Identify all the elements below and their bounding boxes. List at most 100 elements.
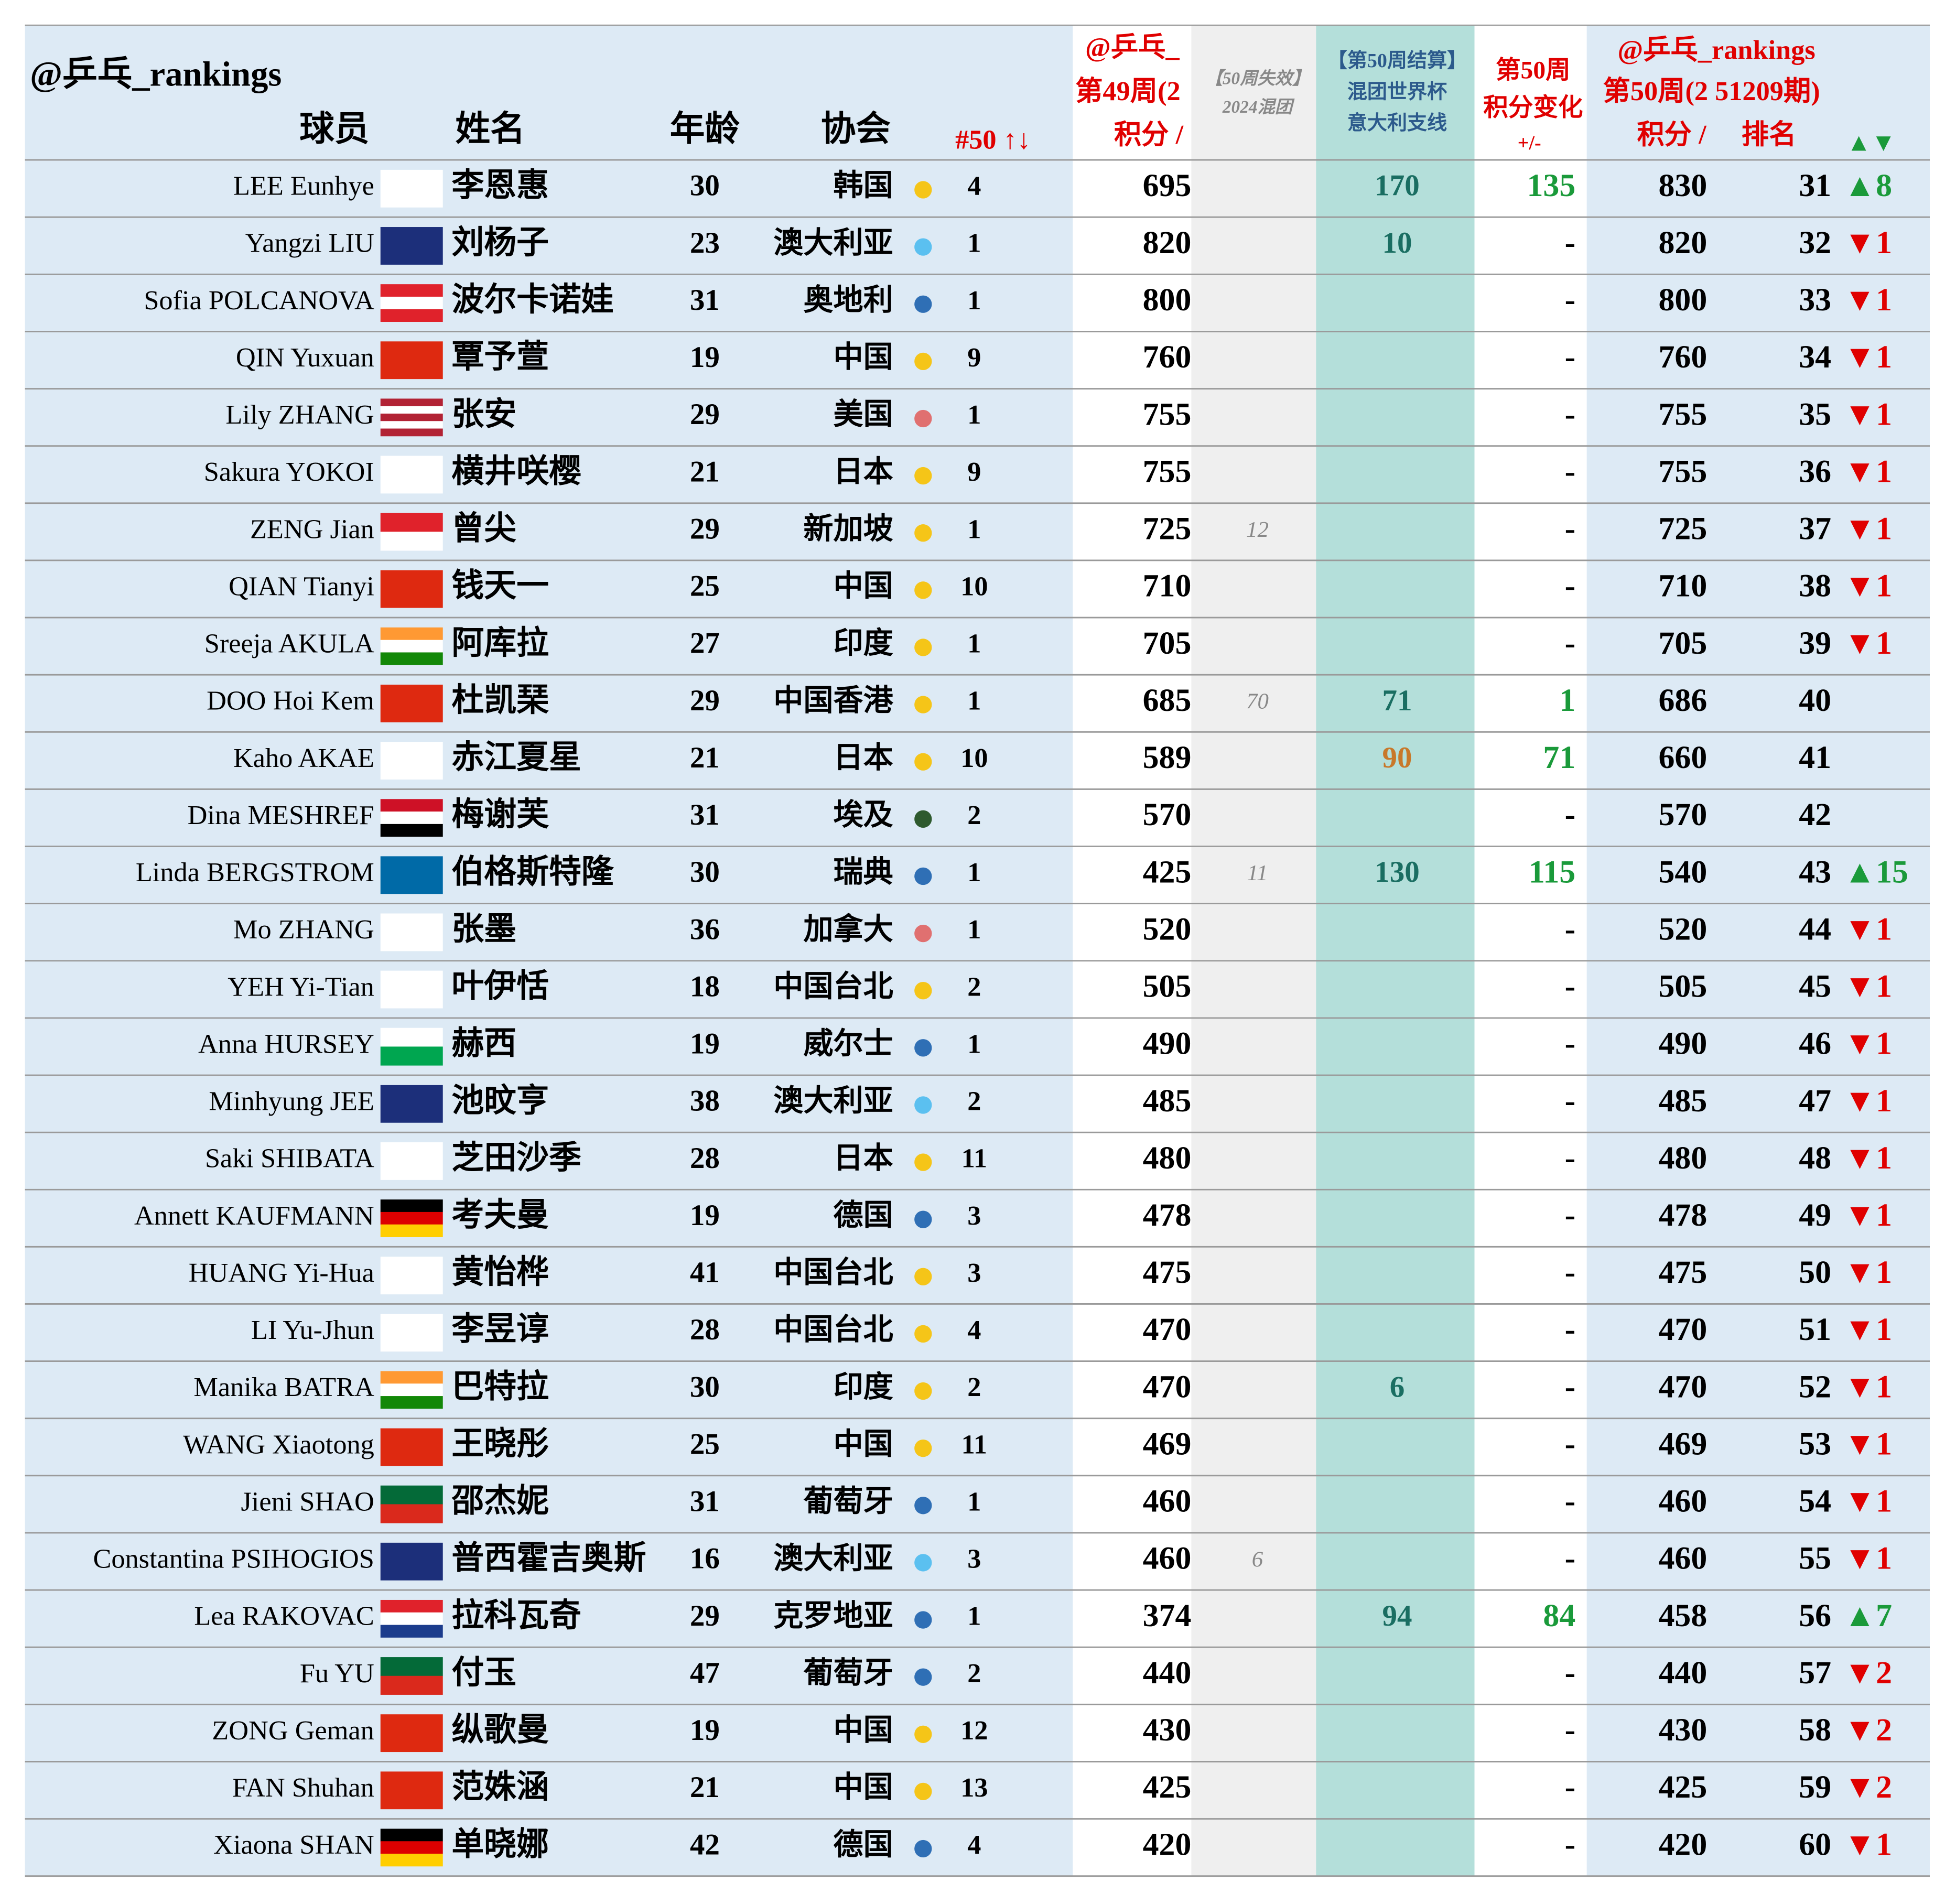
cell-mixed: 71	[1382, 684, 1412, 717]
cell-change: -	[1565, 1426, 1576, 1462]
assoc-dot	[914, 1611, 932, 1629]
flag	[380, 1485, 443, 1505]
flag	[380, 421, 443, 429]
cell-count: 1	[967, 285, 981, 316]
cell-w50: 478	[1658, 1197, 1707, 1233]
cell-move: ▼1	[1844, 1541, 1892, 1576]
cell-age: 36	[690, 913, 720, 946]
cell-rank: 59	[1799, 1769, 1831, 1805]
cell-move: ▼1	[1844, 1426, 1892, 1462]
cell-w50: 505	[1658, 969, 1707, 1004]
assoc-dot	[914, 982, 932, 1000]
cell-mixed: 130	[1375, 856, 1420, 889]
cell-count: 4	[967, 1830, 981, 1860]
assoc-dot	[914, 639, 932, 656]
cell-w49: 425	[1143, 1769, 1192, 1805]
assoc-dot	[914, 1497, 932, 1514]
assoc-dot	[914, 467, 932, 485]
cell-rank: 45	[1799, 969, 1831, 1004]
cell-en: Minhyung JEE	[209, 1086, 374, 1117]
cell-en: Sreeja AKULA	[204, 629, 374, 659]
cell-cn: 张墨	[451, 911, 516, 947]
cell-w50: 705	[1658, 625, 1707, 661]
bg-right	[1586, 25, 1930, 1877]
cell-assoc: 日本	[833, 455, 893, 488]
cell-cn: 巴特拉	[451, 1369, 549, 1404]
bg-mixed	[1316, 25, 1475, 1877]
cell-age: 29	[690, 512, 720, 545]
cell-rank: 42	[1799, 797, 1831, 832]
cell-change: -	[1565, 1083, 1576, 1119]
cell-age: 21	[690, 455, 720, 488]
cell-w50: 440	[1658, 1655, 1707, 1691]
cell-en: FAN Shuhan	[232, 1772, 374, 1803]
cell-count: 9	[967, 342, 981, 373]
cell-cn: 覃予萱	[451, 339, 549, 375]
flag	[380, 652, 443, 665]
cell-change: -	[1565, 1655, 1576, 1691]
flag	[380, 169, 443, 208]
flag	[380, 1383, 443, 1397]
cell-w50: 570	[1658, 797, 1707, 832]
cell-count: 1	[967, 1601, 981, 1631]
cell-w49: 490	[1143, 1026, 1192, 1062]
h-mixed: 【第50周结算】	[1327, 50, 1467, 72]
cell-w49: 470	[1143, 1369, 1192, 1404]
flag	[380, 627, 443, 641]
cell-age: 30	[690, 1370, 720, 1403]
cell-en: WANG Xiaotong	[183, 1429, 374, 1459]
cell-cn: 李昱谆	[451, 1312, 549, 1347]
cell-count: 2	[967, 971, 981, 1002]
flag	[380, 1542, 443, 1581]
flag	[380, 513, 443, 532]
cell-age: 21	[690, 741, 720, 774]
cell-age: 42	[690, 1828, 720, 1861]
assoc-dot	[914, 1382, 932, 1400]
assoc-dot	[914, 181, 932, 199]
cell-rank: 34	[1799, 339, 1831, 375]
cell-en: YEH Yi-Tian	[228, 971, 374, 1002]
flag	[380, 1675, 443, 1695]
cell-w50: 425	[1658, 1769, 1707, 1805]
cell-mixed: 10	[1382, 226, 1412, 259]
cell-change: -	[1565, 225, 1576, 261]
cell-change: 84	[1543, 1598, 1575, 1633]
cell-age: 27	[690, 627, 720, 660]
h-player: 球员	[299, 110, 369, 148]
cell-en: Sakura YOKOI	[204, 457, 374, 487]
flag	[380, 309, 443, 322]
cell-age: 30	[690, 169, 720, 202]
cell-age: 21	[690, 1771, 720, 1804]
cell-assoc: 克罗地亚	[773, 1599, 893, 1632]
flag	[380, 1841, 443, 1854]
cell-age: 16	[690, 1542, 720, 1575]
cell-change: -	[1565, 511, 1576, 547]
cell-en: Xiaona SHAN	[213, 1830, 374, 1860]
cell-count: 1	[967, 1029, 981, 1059]
header: @乒乓_rankings 球员 姓名 年龄 协会 #50 ↑↓ @乒乓_ 第49…	[30, 33, 1896, 157]
cell-cn: 梅谢芙	[451, 797, 549, 832]
cell-cn: 李恩惠	[451, 168, 549, 203]
cell-count: 9	[967, 457, 981, 487]
cell-rank: 40	[1799, 683, 1831, 718]
cell-cn: 付玉	[451, 1655, 516, 1691]
cell-rank: 58	[1799, 1712, 1831, 1748]
cell-age: 19	[690, 1199, 720, 1232]
cell-mixed: 94	[1382, 1599, 1412, 1632]
cell-change: -	[1565, 568, 1576, 604]
cell-w50: 540	[1658, 854, 1707, 890]
cell-change: -	[1565, 1197, 1576, 1233]
cell-assoc: 葡萄牙	[803, 1657, 893, 1690]
flag	[380, 1046, 443, 1066]
cell-assoc: 中国	[833, 1771, 893, 1804]
cell-count: 1	[967, 914, 981, 945]
cell-change: -	[1565, 453, 1576, 489]
cell-change: -	[1565, 1826, 1576, 1862]
cell-assoc: 澳大利亚	[773, 1542, 893, 1575]
cell-w49: 800	[1143, 282, 1192, 318]
cell-w50: 470	[1658, 1369, 1707, 1404]
assoc-dot	[914, 581, 932, 599]
cell-rank: 57	[1799, 1655, 1831, 1691]
cell-w50: 820	[1658, 225, 1707, 261]
cell-en: Lea RAKOVAC	[194, 1601, 374, 1631]
